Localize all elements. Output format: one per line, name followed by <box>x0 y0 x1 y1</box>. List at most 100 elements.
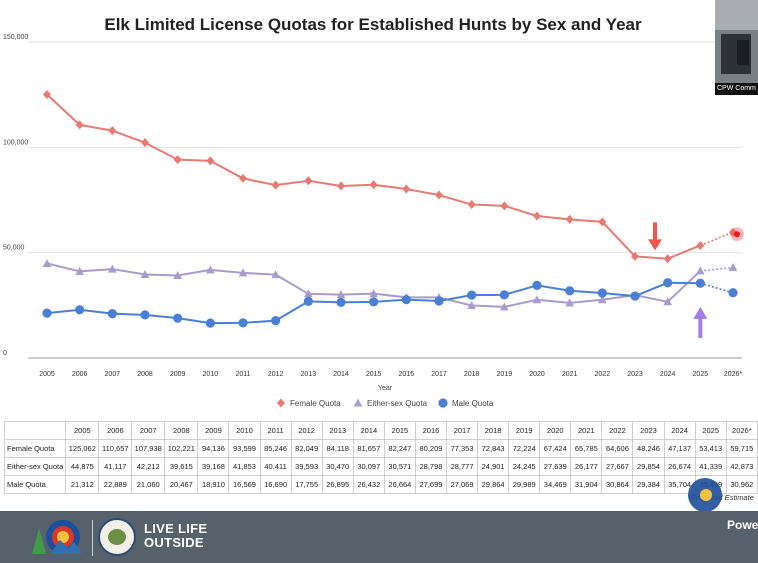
series-line-projected <box>700 282 734 294</box>
series-male-quota <box>42 278 738 328</box>
data-point <box>75 120 84 130</box>
video-room-wall <box>715 0 758 30</box>
x-tick-label: 2020 <box>529 371 545 378</box>
table-cell: 93,599 <box>228 439 261 458</box>
data-point <box>141 138 149 148</box>
data-point <box>728 288 738 298</box>
x-axis: 2005 2006 2007 2008 2009 2010 2011 2012 2013 2014… <box>39 371 742 378</box>
table-cell: 28,777 <box>445 457 479 476</box>
series-line-projected <box>700 231 734 247</box>
chart: Elk Limited License Quotas for Establish… <box>3 15 744 408</box>
data-point <box>467 301 476 310</box>
grid <box>28 41 742 359</box>
table-cell: 39,168 <box>197 457 230 476</box>
data-point <box>369 297 379 307</box>
table-cell: 26,664 <box>383 475 416 494</box>
data-point <box>173 270 182 279</box>
data-point <box>206 265 215 274</box>
footer-divider <box>92 520 93 556</box>
chart-title: Elk Limited License Quotas for Establish… <box>104 15 642 34</box>
data-point <box>565 286 575 296</box>
data-point <box>206 156 215 166</box>
data-point <box>402 184 411 194</box>
data-point <box>271 180 280 190</box>
table-cell: 26,432 <box>352 475 385 494</box>
data-point <box>140 270 150 279</box>
table-cell: 20,467 <box>164 475 199 494</box>
table-year-header: 2023 <box>632 421 665 440</box>
table-cell: 29,989 <box>508 475 541 494</box>
data-point <box>696 240 705 250</box>
table-cell: 24,245 <box>508 457 541 476</box>
table-cell: 64,606 <box>601 439 634 458</box>
table-body: Female Quota 125,062 110,657 107,938 102,221… <box>3 439 758 494</box>
data-point <box>353 398 363 407</box>
table-year-header: 2020 <box>539 421 572 440</box>
table-cell: 102,221 <box>164 439 199 458</box>
data-point <box>532 295 542 304</box>
table-cell: 77,353 <box>445 439 479 458</box>
table-cell: 44,875 <box>65 457 100 476</box>
data-point <box>499 290 509 300</box>
table-year-header: 2006 <box>98 421 133 440</box>
table-cell: 59,715 <box>725 439 758 458</box>
table-year-header: 2022 <box>601 421 634 440</box>
tagline-line-1: LIVE LIFE <box>144 521 208 536</box>
table-cell: 30,571 <box>383 457 416 476</box>
y-tick-label: 100,000 <box>3 139 28 146</box>
table-cell: 29,384 <box>632 475 665 494</box>
table-year-header: 2008 <box>164 421 199 440</box>
table-year-header: 2021 <box>570 421 603 440</box>
x-tick-label: 2021 <box>562 371 578 378</box>
table-cell: 72,843 <box>477 439 510 458</box>
x-tick-label: 2026* <box>724 371 743 378</box>
pointer-dot <box>734 231 740 238</box>
table-cell: 27,667 <box>601 457 634 476</box>
data-point <box>467 290 477 300</box>
table-cell: 107,938 <box>131 439 166 458</box>
colorado-c-badge-center <box>700 489 712 501</box>
data-point <box>336 290 346 299</box>
table-cell: 41,853 <box>228 457 261 476</box>
series-female-quota <box>43 90 737 264</box>
table-cell: 110,657 <box>98 439 133 458</box>
video-thumbnail[interactable] <box>715 0 758 95</box>
table-row-label: Male Quota <box>3 475 67 494</box>
table-cell: 41,117 <box>98 457 133 476</box>
table-cell: 17,755 <box>290 475 323 494</box>
data-point <box>598 295 607 304</box>
table-cell: 85,246 <box>259 439 292 458</box>
up-arrow-icon-head <box>693 306 708 319</box>
x-tick-label: 2025 <box>693 371 709 378</box>
x-tick-label: 2008 <box>137 371 153 378</box>
x-tick-label: 2022 <box>595 371 611 378</box>
table-year-header: 2026* <box>725 421 758 440</box>
data-point <box>597 288 607 298</box>
table-cell: 30,962 <box>725 475 758 494</box>
table-cell: 39,615 <box>164 457 199 476</box>
legend: Female Quota Either-sex Quota Male Quota <box>277 398 494 408</box>
y-tick-label: 50,000 <box>3 245 25 252</box>
table-cell: 82,247 <box>383 439 416 458</box>
table-year-header: 2024 <box>663 421 696 440</box>
data-point <box>631 251 639 261</box>
down-arrow-icon-head <box>648 239 662 251</box>
data-point <box>728 263 738 272</box>
table-cell: 31,904 <box>570 475 603 494</box>
cpw-seal-icon <box>98 518 136 556</box>
series-plot <box>42 90 738 328</box>
data-point <box>663 297 672 306</box>
series-either-sex-quota <box>42 258 738 311</box>
table-year-header: 2007 <box>131 421 166 440</box>
table-year-header: 2018 <box>477 421 510 440</box>
table-cell: 26,895 <box>321 475 354 494</box>
data-point <box>438 398 448 408</box>
table-year-header: 2012 <box>290 421 323 440</box>
table-cell: 48,246 <box>632 439 665 458</box>
y-tick-label: 0 <box>3 350 7 357</box>
data-point <box>369 180 378 190</box>
series-line <box>46 93 701 260</box>
data-point <box>663 254 672 264</box>
table-cell: 125,062 <box>65 439 100 458</box>
data-point <box>271 270 280 279</box>
